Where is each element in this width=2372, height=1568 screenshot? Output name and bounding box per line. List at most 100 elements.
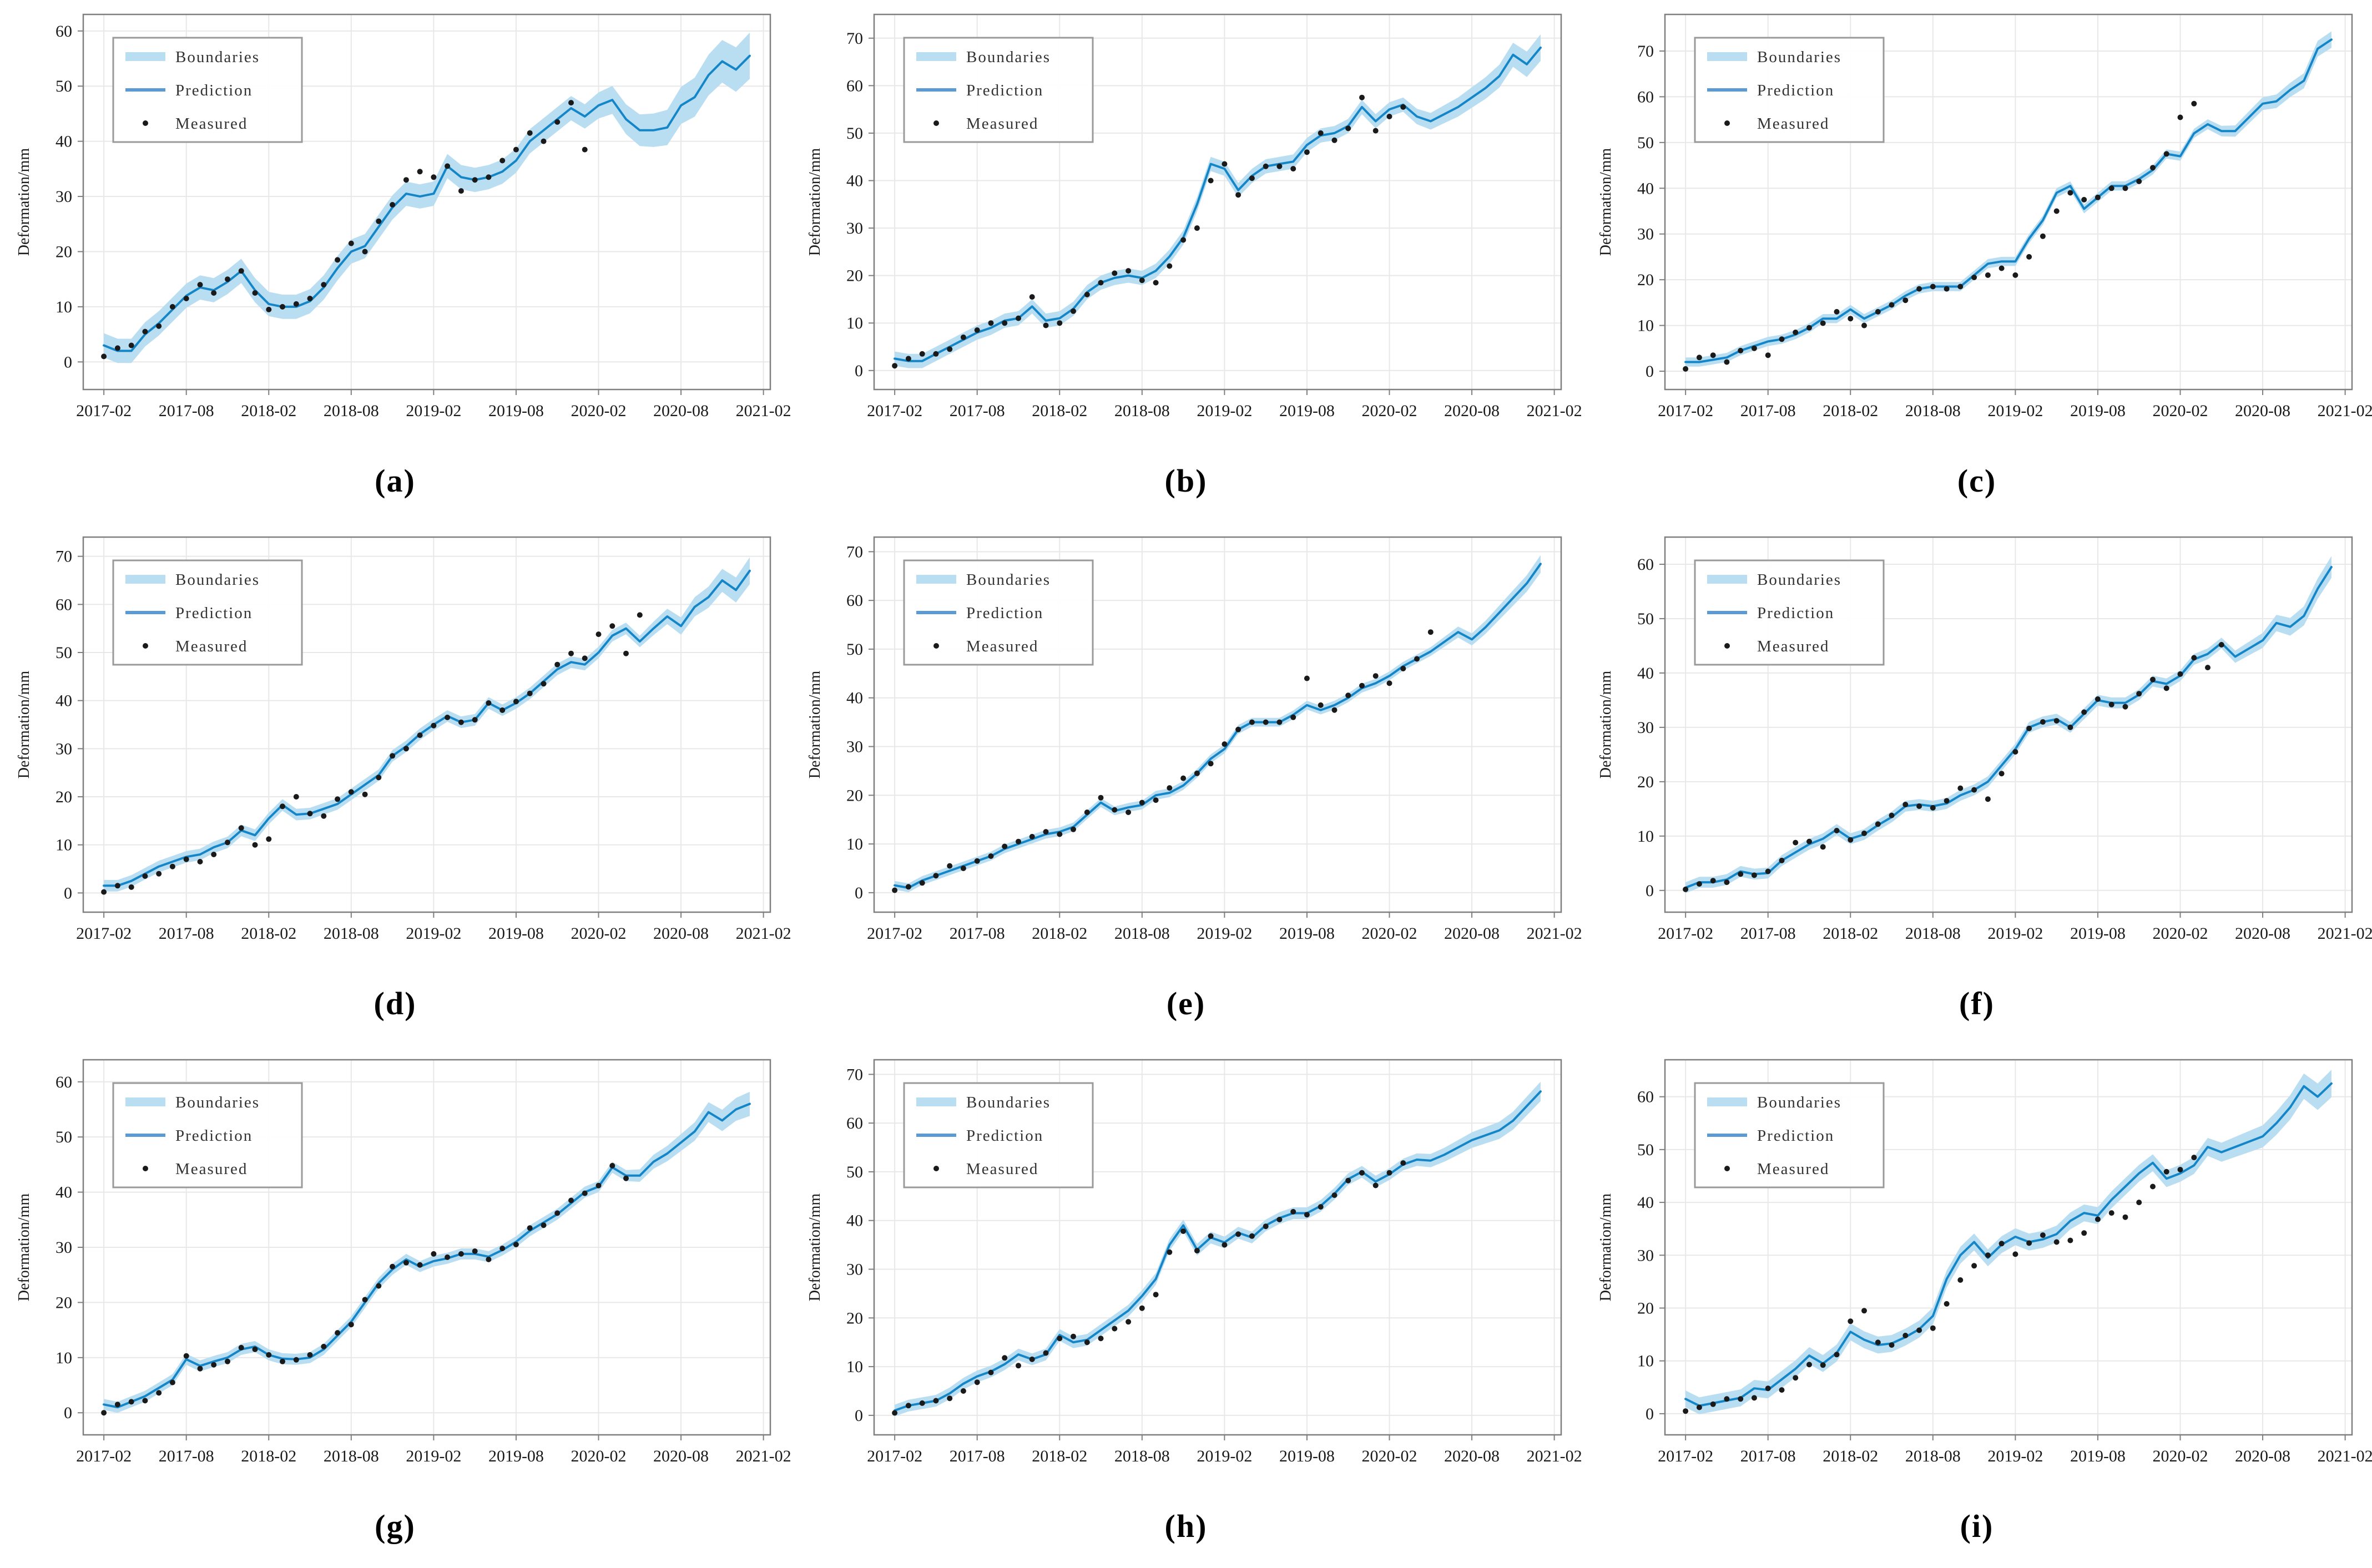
svg-text:2020-02: 2020-02 <box>1362 402 1417 420</box>
svg-text:40: 40 <box>846 171 863 190</box>
legend-band-swatch <box>916 52 956 61</box>
chart-d-caption: (d) <box>374 985 417 1021</box>
svg-text:2018-08: 2018-08 <box>1114 1447 1170 1465</box>
svg-text:10: 10 <box>846 314 863 332</box>
grid-lines <box>83 1060 770 1435</box>
boundaries-band <box>1685 1070 2331 1414</box>
svg-text:0: 0 <box>855 1407 863 1425</box>
svg-text:2018-08: 2018-08 <box>1114 402 1170 420</box>
plot-border <box>1664 1059 2353 1436</box>
svg-text:2017-08: 2017-08 <box>1740 1447 1796 1465</box>
svg-text:2021-02: 2021-02 <box>736 402 790 420</box>
svg-text:20: 20 <box>55 242 72 261</box>
chart-b-figure: 2017-02 2017-08 2018-02 2018-08 2019-02 2019-… <box>791 0 1581 523</box>
chart-c: 2017-02 2017-08 2018-02 2018-08 2019-02 2019-… <box>1597 13 2372 420</box>
svg-text:0: 0 <box>1646 362 1654 381</box>
legend-label-band: Boundaries <box>1757 1094 1841 1111</box>
svg-text:2021-02: 2021-02 <box>2318 1447 2372 1465</box>
svg-text:20: 20 <box>846 267 863 285</box>
legend: Boundaries Prediction Measured <box>1694 1082 1885 1188</box>
svg-text:60: 60 <box>55 595 72 614</box>
prediction-line <box>894 1090 1542 1412</box>
svg-text:30: 30 <box>55 740 72 758</box>
plot-border <box>1664 536 2353 913</box>
legend-dot-swatch <box>1724 120 1730 126</box>
tick-marks <box>1659 563 2346 918</box>
y-axis-label: Deformation/mm <box>806 148 824 256</box>
svg-text:2019-08: 2019-08 <box>1279 1447 1335 1465</box>
svg-text:2017-08: 2017-08 <box>1740 402 1796 420</box>
measured-points <box>1683 100 2197 372</box>
svg-text:2018-02: 2018-02 <box>241 402 296 420</box>
measured-points <box>892 1160 1406 1416</box>
measured-points <box>1683 642 2224 892</box>
svg-text:2021-02: 2021-02 <box>1527 402 1581 420</box>
svg-text:10: 10 <box>55 298 72 316</box>
prediction-line <box>894 563 1542 889</box>
svg-text:50: 50 <box>55 1128 72 1146</box>
tick-labels: 2017-02 2017-08 2018-02 2018-08 2019-02 2019-… <box>55 1073 790 1465</box>
y-axis-label: Deformation/mm <box>806 671 824 779</box>
chart-h-figure: 2017-02 2017-08 2018-02 2018-08 2019-02 2019-… <box>791 1045 1581 1568</box>
svg-text:40: 40 <box>1637 664 1654 682</box>
measured-points <box>892 94 1406 369</box>
svg-text:2017-02: 2017-02 <box>1658 1447 1713 1465</box>
svg-text:2018-02: 2018-02 <box>1032 402 1087 420</box>
svg-text:2017-02: 2017-02 <box>76 924 132 943</box>
svg-text:2019-08: 2019-08 <box>2070 402 2126 420</box>
chart-e: 2017-02 2017-08 2018-02 2018-08 2019-02 2019-… <box>806 536 1581 943</box>
svg-text:2017-02: 2017-02 <box>1658 402 1713 420</box>
svg-text:0: 0 <box>855 884 863 902</box>
svg-text:10: 10 <box>846 835 863 853</box>
svg-text:2020-08: 2020-08 <box>653 1447 709 1465</box>
svg-text:0: 0 <box>1646 1405 1654 1423</box>
tick-labels: 2017-02 2017-08 2018-02 2018-08 2019-02 2019-… <box>1637 555 2372 943</box>
svg-text:40: 40 <box>55 692 72 710</box>
prediction-line <box>103 54 751 352</box>
measured-points <box>892 629 1434 893</box>
svg-text:2017-08: 2017-08 <box>159 402 214 420</box>
svg-text:2020-02: 2020-02 <box>571 924 627 943</box>
svg-text:2017-02: 2017-02 <box>867 924 922 943</box>
legend-label-line: Prediction <box>966 1127 1043 1145</box>
legend-label-band: Boundaries <box>966 48 1051 66</box>
chart-f-caption: (f) <box>1959 985 1995 1021</box>
svg-text:2017-08: 2017-08 <box>950 1447 1005 1465</box>
svg-text:2018-08: 2018-08 <box>324 924 379 943</box>
legend-label-dot: Measured <box>175 115 248 133</box>
legend: Boundaries Prediction Measured <box>903 37 1094 143</box>
boundaries-band <box>104 557 750 892</box>
svg-text:2019-02: 2019-02 <box>1197 402 1252 420</box>
tick-marks <box>78 1081 764 1440</box>
svg-text:2021-02: 2021-02 <box>2318 402 2372 420</box>
tick-labels: 2017-02 2017-08 2018-02 2018-08 2019-02 2019-… <box>1637 42 2372 420</box>
tick-marks <box>869 551 1555 918</box>
svg-text:50: 50 <box>846 1163 863 1181</box>
svg-text:2019-08: 2019-08 <box>488 1447 544 1465</box>
svg-text:50: 50 <box>1637 610 1654 628</box>
svg-text:2018-08: 2018-08 <box>324 402 379 420</box>
legend-label-dot: Measured <box>966 638 1038 655</box>
svg-text:2018-08: 2018-08 <box>1905 1447 1961 1465</box>
prediction-line <box>1684 1082 2333 1407</box>
svg-text:0: 0 <box>1646 882 1654 900</box>
svg-text:20: 20 <box>55 788 72 806</box>
legend-label-band: Boundaries <box>966 571 1051 589</box>
svg-text:2018-02: 2018-02 <box>1823 402 1878 420</box>
y-axis-label: Deformation/mm <box>16 148 33 256</box>
measured-points <box>101 100 588 360</box>
tick-marks <box>1659 1096 2346 1440</box>
chart-i-figure: 2017-02 2017-08 2018-02 2018-08 2019-02 2019-… <box>1582 1045 2372 1568</box>
svg-text:2017-02: 2017-02 <box>76 402 132 420</box>
svg-text:2020-08: 2020-08 <box>2235 1447 2290 1465</box>
chart-f: 2017-02 2017-08 2018-02 2018-08 2019-02 2019-… <box>1597 536 2372 943</box>
svg-text:2020-02: 2020-02 <box>2153 402 2208 420</box>
svg-text:2018-02: 2018-02 <box>241 924 296 943</box>
legend: Boundaries Prediction Measured <box>112 1082 303 1188</box>
svg-text:60: 60 <box>846 591 863 610</box>
svg-text:10: 10 <box>846 1358 863 1376</box>
svg-text:70: 70 <box>846 1065 863 1084</box>
svg-text:60: 60 <box>1637 555 1654 574</box>
tick-labels: 2017-02 2017-08 2018-02 2018-08 2019-02 2019-… <box>846 1065 1581 1465</box>
svg-text:30: 30 <box>1637 719 1654 737</box>
